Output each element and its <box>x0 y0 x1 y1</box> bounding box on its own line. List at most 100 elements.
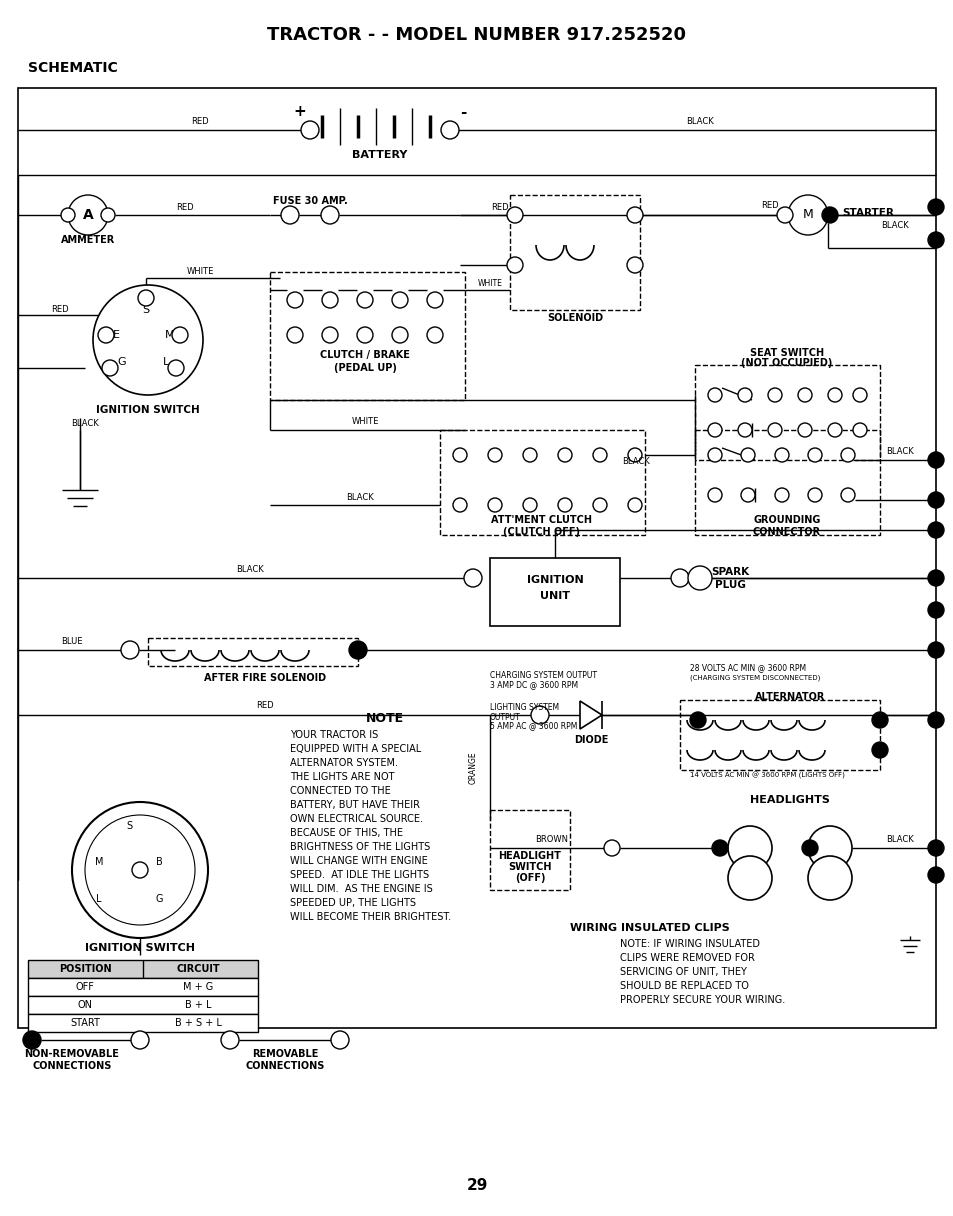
Text: OWN ELECTRICAL SOURCE.: OWN ELECTRICAL SOURCE. <box>290 814 422 824</box>
Circle shape <box>603 840 619 856</box>
Circle shape <box>593 499 606 512</box>
Text: RED: RED <box>760 202 778 210</box>
Circle shape <box>356 327 373 343</box>
Text: A: A <box>83 208 93 223</box>
Text: IGNITION SWITCH: IGNITION SWITCH <box>96 405 200 415</box>
Text: HEADLIGHTS: HEADLIGHTS <box>749 795 829 805</box>
Circle shape <box>852 388 866 402</box>
Text: L: L <box>96 894 102 903</box>
Circle shape <box>689 713 705 728</box>
Bar <box>118 820 140 832</box>
Text: 28 VOLTS AC MIN @ 3600 RPM: 28 VOLTS AC MIN @ 3600 RPM <box>689 664 805 672</box>
Text: BLACK: BLACK <box>346 494 374 502</box>
Circle shape <box>740 447 754 462</box>
Polygon shape <box>579 700 601 730</box>
Text: EQUIPPED WITH A SPECIAL: EQUIPPED WITH A SPECIAL <box>290 744 421 754</box>
Text: BLUE: BLUE <box>61 636 83 646</box>
Text: SOLENOID: SOLENOID <box>546 313 602 323</box>
Text: REMOVABLE: REMOVABLE <box>252 1049 318 1059</box>
Circle shape <box>687 565 711 590</box>
Circle shape <box>871 713 887 728</box>
Circle shape <box>767 388 781 402</box>
Circle shape <box>707 447 721 462</box>
Text: UNIT: UNIT <box>539 591 569 601</box>
Circle shape <box>807 447 821 462</box>
Circle shape <box>121 641 139 659</box>
Circle shape <box>927 570 943 586</box>
Bar <box>490 810 569 890</box>
Circle shape <box>807 826 851 869</box>
Circle shape <box>927 840 943 856</box>
Text: BROWN: BROWN <box>535 835 568 844</box>
Bar <box>88 893 110 905</box>
Circle shape <box>488 447 501 462</box>
Text: RED: RED <box>51 305 69 315</box>
Circle shape <box>322 292 337 308</box>
Circle shape <box>670 569 688 587</box>
Bar <box>148 856 170 868</box>
Text: BLACK: BLACK <box>885 447 913 456</box>
Text: L: L <box>163 358 169 367</box>
Text: ATT'MENT CLUTCH: ATT'MENT CLUTCH <box>491 516 592 525</box>
Text: ORANGE: ORANGE <box>468 751 477 784</box>
Circle shape <box>331 1031 349 1049</box>
Text: DIODE: DIODE <box>573 734 608 745</box>
Circle shape <box>807 488 821 502</box>
Text: START: START <box>70 1018 100 1028</box>
Text: SERVICING OF UNIT, THEY: SERVICING OF UNIT, THEY <box>619 967 746 976</box>
Text: AMMETER: AMMETER <box>61 235 115 244</box>
Text: BATTERY: BATTERY <box>352 150 407 161</box>
Circle shape <box>927 867 943 883</box>
Circle shape <box>168 360 184 376</box>
Text: TRACTOR - - MODEL NUMBER 917.252520: TRACTOR - - MODEL NUMBER 917.252520 <box>267 26 686 44</box>
Text: STARTER: STARTER <box>841 208 893 218</box>
Circle shape <box>927 642 943 658</box>
Text: BLACK: BLACK <box>881 220 908 230</box>
Circle shape <box>774 488 788 502</box>
Circle shape <box>626 207 642 223</box>
Bar <box>490 558 619 626</box>
Circle shape <box>98 327 113 343</box>
Text: 14 VOLTS AC MIN @ 3600 RPM (LIGHTS OFF): 14 VOLTS AC MIN @ 3600 RPM (LIGHTS OFF) <box>689 771 844 778</box>
Circle shape <box>774 447 788 462</box>
Circle shape <box>841 447 854 462</box>
Text: ALTERNATOR: ALTERNATOR <box>754 692 824 702</box>
Text: AFTER FIRE SOLENOID: AFTER FIRE SOLENOID <box>204 672 326 683</box>
Text: IGNITION: IGNITION <box>526 575 583 585</box>
Circle shape <box>101 208 115 223</box>
Circle shape <box>131 1031 149 1049</box>
Text: B + S + L: B + S + L <box>174 1018 221 1028</box>
Text: GROUNDING: GROUNDING <box>753 516 820 525</box>
Circle shape <box>707 423 721 437</box>
Circle shape <box>827 388 841 402</box>
Circle shape <box>138 289 153 306</box>
Circle shape <box>627 447 641 462</box>
Circle shape <box>463 569 481 587</box>
Text: CLIPS WERE REMOVED FOR: CLIPS WERE REMOVED FOR <box>619 953 754 963</box>
Text: WILL BECOME THEIR BRIGHTEST.: WILL BECOME THEIR BRIGHTEST. <box>290 912 451 922</box>
Bar <box>679 700 879 770</box>
Circle shape <box>738 388 751 402</box>
Bar <box>439 430 644 535</box>
Circle shape <box>852 423 866 437</box>
Text: RED: RED <box>176 203 193 212</box>
Bar <box>148 638 357 666</box>
Circle shape <box>801 840 817 856</box>
Circle shape <box>522 499 537 512</box>
Text: 5 AMP AC @ 3600 RPM: 5 AMP AC @ 3600 RPM <box>490 721 577 731</box>
Text: M: M <box>94 857 103 867</box>
Text: FUSE 30 AMP.: FUSE 30 AMP. <box>273 196 347 206</box>
Circle shape <box>102 360 118 376</box>
Circle shape <box>927 602 943 618</box>
Text: RED: RED <box>191 118 209 126</box>
Circle shape <box>558 499 572 512</box>
Text: WHITE: WHITE <box>351 417 378 427</box>
Circle shape <box>776 207 792 223</box>
Text: NOTE: IF WIRING INSULATED: NOTE: IF WIRING INSULATED <box>619 939 760 948</box>
Bar <box>18 88 935 1028</box>
Text: (OFF): (OFF) <box>515 873 545 883</box>
Circle shape <box>287 292 303 308</box>
Text: SPARK: SPARK <box>710 567 748 578</box>
Text: IGNITION SWITCH: IGNITION SWITCH <box>85 942 194 953</box>
Text: SEAT SWITCH: SEAT SWITCH <box>749 348 823 358</box>
